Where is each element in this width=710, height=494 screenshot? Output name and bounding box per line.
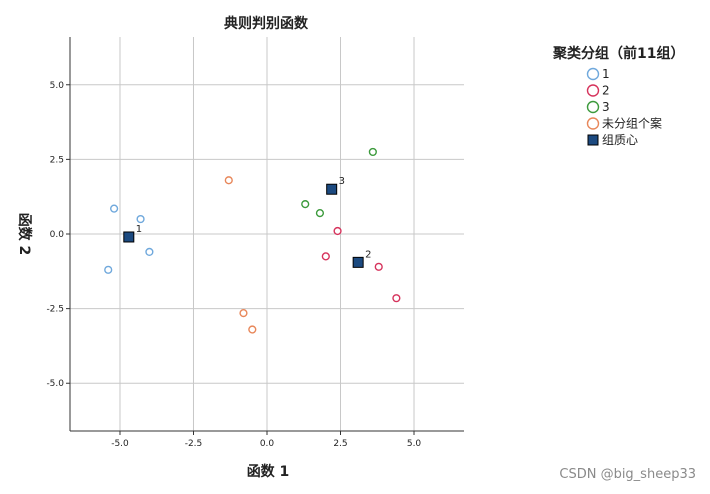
grid-lines xyxy=(70,37,464,431)
x-tick-label-3: 2.5 xyxy=(333,439,347,449)
x-tick-label-0: -5.0 xyxy=(111,439,129,449)
legend-marker-4 xyxy=(587,134,599,146)
legend-label-1: 2 xyxy=(602,84,610,98)
legend-label-3: 未分组个案 xyxy=(602,116,662,131)
watermark: CSDN @big_sheep33 xyxy=(559,467,696,482)
x-axis-title: 函数 1 xyxy=(247,463,290,480)
centroid-label-2: 2 xyxy=(365,249,371,260)
legend-marker-2 xyxy=(586,100,600,114)
y-tick-label-4: 5.0 xyxy=(50,81,65,91)
centroid-label-3: 3 xyxy=(339,176,345,187)
centroid-label-1: 1 xyxy=(136,224,142,235)
chart-title: 典则判别函数 xyxy=(224,15,309,32)
legend-label-0: 1 xyxy=(602,67,610,81)
point-series-3-1 xyxy=(239,308,248,318)
point-series-0-3 xyxy=(104,265,113,274)
y-tick-label-1: -2.5 xyxy=(46,305,64,315)
centroid-marker-3 xyxy=(326,183,338,195)
point-series-3-0 xyxy=(224,176,233,185)
point-series-2-0 xyxy=(368,147,377,157)
point-series-1-2 xyxy=(374,262,383,271)
y-tick-label-3: 2.5 xyxy=(50,155,64,165)
y-tick-label-0: -5.0 xyxy=(46,379,64,389)
legend-marker-3 xyxy=(586,117,600,130)
tick-labels: -5.0 -2.5 0.0 2.5 5.0 -5.0 -2.5 0.0 2.5 5.0 xyxy=(46,81,421,449)
x-tick-label-2: 0.0 xyxy=(260,439,275,449)
point-series-1-3 xyxy=(392,294,401,303)
y-axis-title: 函数 2 xyxy=(16,213,33,256)
point-series-1-1 xyxy=(321,252,330,261)
point-series-2-2 xyxy=(315,209,325,218)
point-series-0-0 xyxy=(110,204,119,213)
x-tick-label-4: 5.0 xyxy=(407,439,422,449)
data-points: 1 2 3 xyxy=(104,147,401,334)
x-tick-label-1: -2.5 xyxy=(185,439,203,449)
point-series-0-2 xyxy=(145,247,154,257)
centroid-marker-2 xyxy=(352,256,364,268)
y-tick-label-2: 0.0 xyxy=(50,230,65,240)
point-series-2-1 xyxy=(301,200,310,209)
legend-marker-0 xyxy=(586,67,600,81)
point-series-3-2 xyxy=(248,325,257,334)
legend-marker-1 xyxy=(586,84,600,97)
point-series-0-1 xyxy=(136,214,145,224)
legend-label-2: 3 xyxy=(602,100,610,114)
legend-title: 聚类分组（前11组） xyxy=(552,45,684,62)
point-series-1-0 xyxy=(333,226,342,236)
centroid-marker-1 xyxy=(123,231,135,243)
legend-label-4: 组质心 xyxy=(602,133,638,147)
